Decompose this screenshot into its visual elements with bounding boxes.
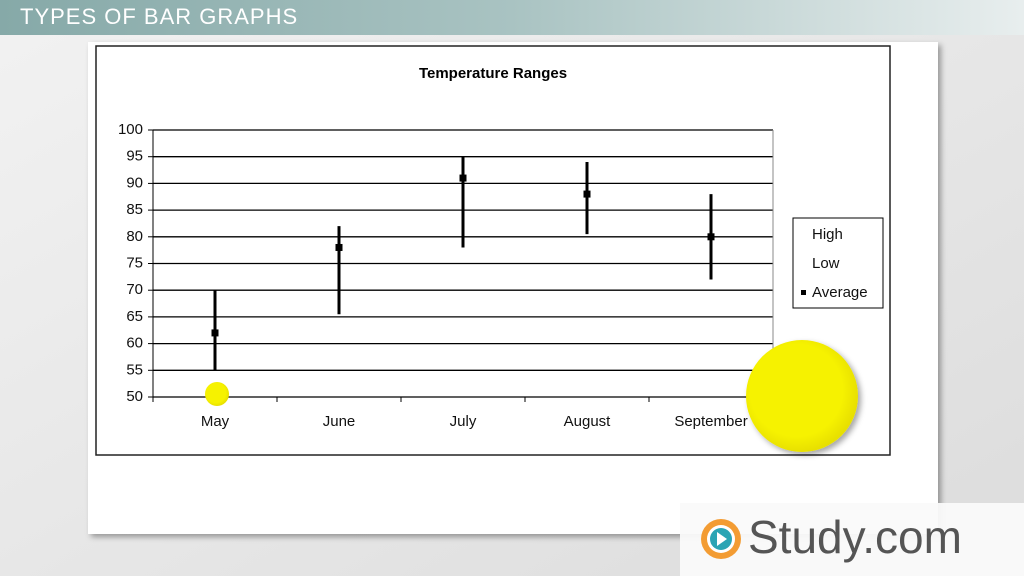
average-marker [459,174,467,182]
y-tick-label: 55 [126,361,143,378]
header-bar [0,0,1024,35]
average-marker [335,243,343,251]
y-tick-label: 50 [126,388,143,405]
y-tick-label: 95 [126,148,143,165]
average-marker [211,329,219,337]
y-tick-label: 60 [126,335,143,352]
y-tick-label: 70 [126,281,143,298]
x-tick-label: August [564,413,612,430]
legend-marker [801,290,806,295]
legend-label: High [812,226,843,243]
legend-box [792,217,884,309]
y-tick-label: 75 [126,254,143,271]
cursor-highlight [746,340,858,452]
y-tick-label: 90 [126,174,143,191]
x-tick-label: July [450,413,477,430]
y-tick-label: 85 [126,201,143,218]
logo-icon [717,532,727,546]
y-tick-label: 100 [118,121,143,138]
legend-label: Low [812,255,840,272]
legend-label: Average [812,284,868,301]
chart-title: Temperature Ranges [419,65,567,82]
average-marker [583,190,591,198]
x-tick-label: September [674,413,747,430]
plot: 50 55 60 65 70 75 80 85 90 95 100 May June July August… [118,121,884,430]
y-tick-label: 80 [126,228,143,245]
x-tick-label: May [201,413,230,430]
header-title: TYPES OF BAR GRAPHS [20,4,298,29]
y-tick-label: 65 [126,308,143,325]
logo-text: Study.com [748,511,962,563]
average-marker [707,233,715,241]
x-tick-label: June [323,413,356,430]
cursor-highlight [205,382,229,406]
